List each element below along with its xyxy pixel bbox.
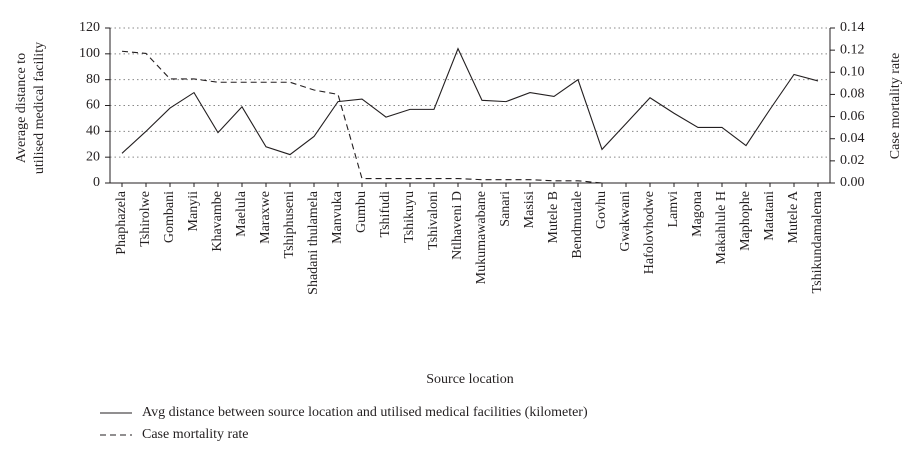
legend-label: Case mortality rate [142,427,249,442]
y2-tick-label: 0.14 [840,20,865,35]
x-tick-label: Ntlhaveni D [450,191,465,260]
x-axis-label: Source location [426,372,513,387]
y-tick-label: 20 [86,149,100,164]
x-tick-label: Mukumawabane [474,191,489,284]
y-tick-label: 120 [79,20,100,35]
x-tick-label: Tshikundamalema [810,190,825,293]
x-tick-label: Bendmutale [570,191,585,259]
x-tick-label: Mutele A [786,190,801,243]
x-tick-label: Magona [690,190,705,237]
x-tick-label: Masisi [522,191,537,228]
x-tick-label: Manvuka [330,190,345,244]
x-tick-label: Shadani thulamela [306,190,321,295]
x-tick-label: Tshivaloni [426,191,441,250]
x-tick-label: Gumbu [354,191,369,233]
y2-tick-label: 0.08 [840,87,865,102]
x-tick-label: Phaphazela [114,190,129,255]
x-tick-label: Govhu [594,191,609,229]
y2-tick-label: 0.04 [840,131,865,146]
x-tick-label: Gwakwani [618,191,633,252]
y2-tick-label: 0.12 [840,42,865,57]
y2-tick-label: 0.00 [840,175,865,190]
x-tick-label: Makahlule H [714,191,729,264]
y-axis-label: Average distance to [14,53,29,163]
data-line [121,50,818,184]
x-tick-label: Khavambe [210,191,225,252]
x-tick-label: Lamvi [666,191,681,228]
data-line [121,47,819,156]
x-tick-label: Maelula [234,190,249,237]
x-tick-label: Matatani [762,191,777,241]
x-tick-label: Mutele B [546,191,561,244]
x-tick-label: Manyii [186,191,201,232]
y2-tick-label: 0.06 [840,109,865,124]
x-tick-label: Tshikuyu [402,191,417,243]
y-tick-label: 80 [86,72,100,87]
y-tick-label: 0 [93,175,100,190]
y2-axis-label: Case mortality rate [888,53,903,160]
x-tick-label: Tshirolwe [138,191,153,247]
y-tick-label: 60 [86,98,100,113]
x-tick-label: Maphophe [738,191,753,251]
y2-tick-label: 0.10 [840,65,865,80]
legend-label: Avg distance between source location and… [142,405,588,420]
y-axis-label: utilised medical facility [32,42,47,174]
y2-tick-label: 0.02 [840,153,865,168]
x-tick-label: Gombani [162,191,177,243]
x-tick-label: Maraxwe [258,191,273,244]
x-tick-label: Hafolovhodwe [642,191,657,274]
x-tick-label: Tshifudi [378,191,393,238]
y-tick-label: 100 [79,46,100,61]
x-tick-label: Sanari [498,191,513,227]
x-tick-label: Tshiphuseni [282,191,297,259]
y-tick-label: 40 [86,124,100,139]
